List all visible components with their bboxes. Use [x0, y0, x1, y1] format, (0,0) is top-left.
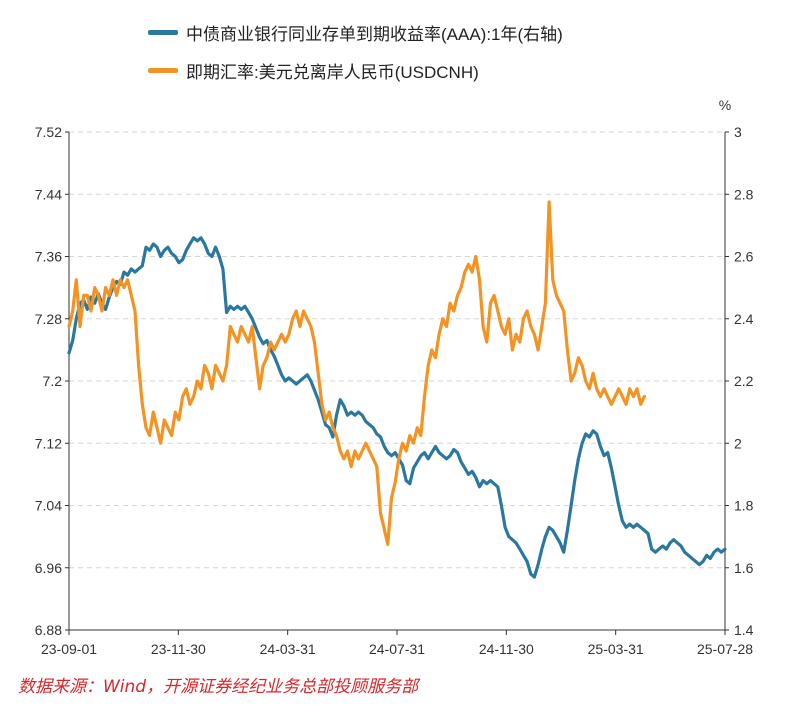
- right-axis-tick-label: 2.8: [734, 186, 754, 202]
- series-line-usdcnh: [67, 200, 646, 546]
- left-axis-tick-label: 7.36: [35, 249, 62, 265]
- right-axis-tick-label: 3: [734, 124, 742, 140]
- right-axis-tick-label: 2.4: [734, 311, 754, 327]
- legend-item-fx: 即期汇率:美元兑离岸人民币(USDCNH): [148, 58, 479, 83]
- legend-label-yield: 中债商业银行同业存单到期收益率(AAA):1年(右轴): [186, 25, 563, 44]
- x-axis-tick-label: 25-07-28: [697, 641, 753, 657]
- right-axis-tick-label: 2: [734, 435, 742, 451]
- legend-label-fx: 即期汇率:美元兑离岸人民币(USDCNH): [186, 63, 479, 82]
- left-axis-tick-label: 6.88: [35, 622, 62, 638]
- right-axis-tick-label: 1.8: [734, 498, 754, 514]
- left-axis-tick-label: 7.12: [35, 435, 62, 451]
- left-axis-tick-label: 7.28: [35, 311, 62, 327]
- right-axis-tick-label: 2.6: [734, 249, 754, 265]
- x-axis-tick-label: 23-11-30: [151, 641, 206, 657]
- legend-item-yield: 中债商业银行同业存单到期收益率(AAA):1年(右轴): [148, 20, 563, 45]
- left-axis-tick-label: 7.52: [35, 124, 62, 140]
- x-axis-tick-label: 25-03-31: [588, 641, 644, 657]
- x-axis-tick-label: 24-03-31: [260, 641, 316, 657]
- right-axis-tick-label: 2.2: [734, 373, 754, 389]
- source-note: 数据来源：Wind，开源证券经纪业务总部投顾服务部: [18, 677, 419, 697]
- right-axis-tick-label: 1.6: [734, 560, 754, 576]
- left-axis-tick-label: 7.04: [35, 498, 62, 514]
- series-line-yield: [67, 236, 727, 579]
- left-axis-tick-label: 7.2: [43, 373, 63, 389]
- left-axis-tick-label: 7.44: [35, 186, 62, 202]
- right-axis-tick-label: 1.4: [734, 622, 754, 638]
- x-axis-tick-label: 24-07-31: [369, 641, 425, 657]
- legend-swatch-yield: [148, 30, 178, 35]
- right-axis-unit: %: [719, 97, 731, 113]
- x-axis-tick-label: 23-09-01: [41, 641, 97, 657]
- left-axis-tick-label: 6.96: [35, 560, 62, 576]
- legend-swatch-fx: [148, 68, 178, 73]
- x-axis-tick-label: 24-11-30: [479, 641, 534, 657]
